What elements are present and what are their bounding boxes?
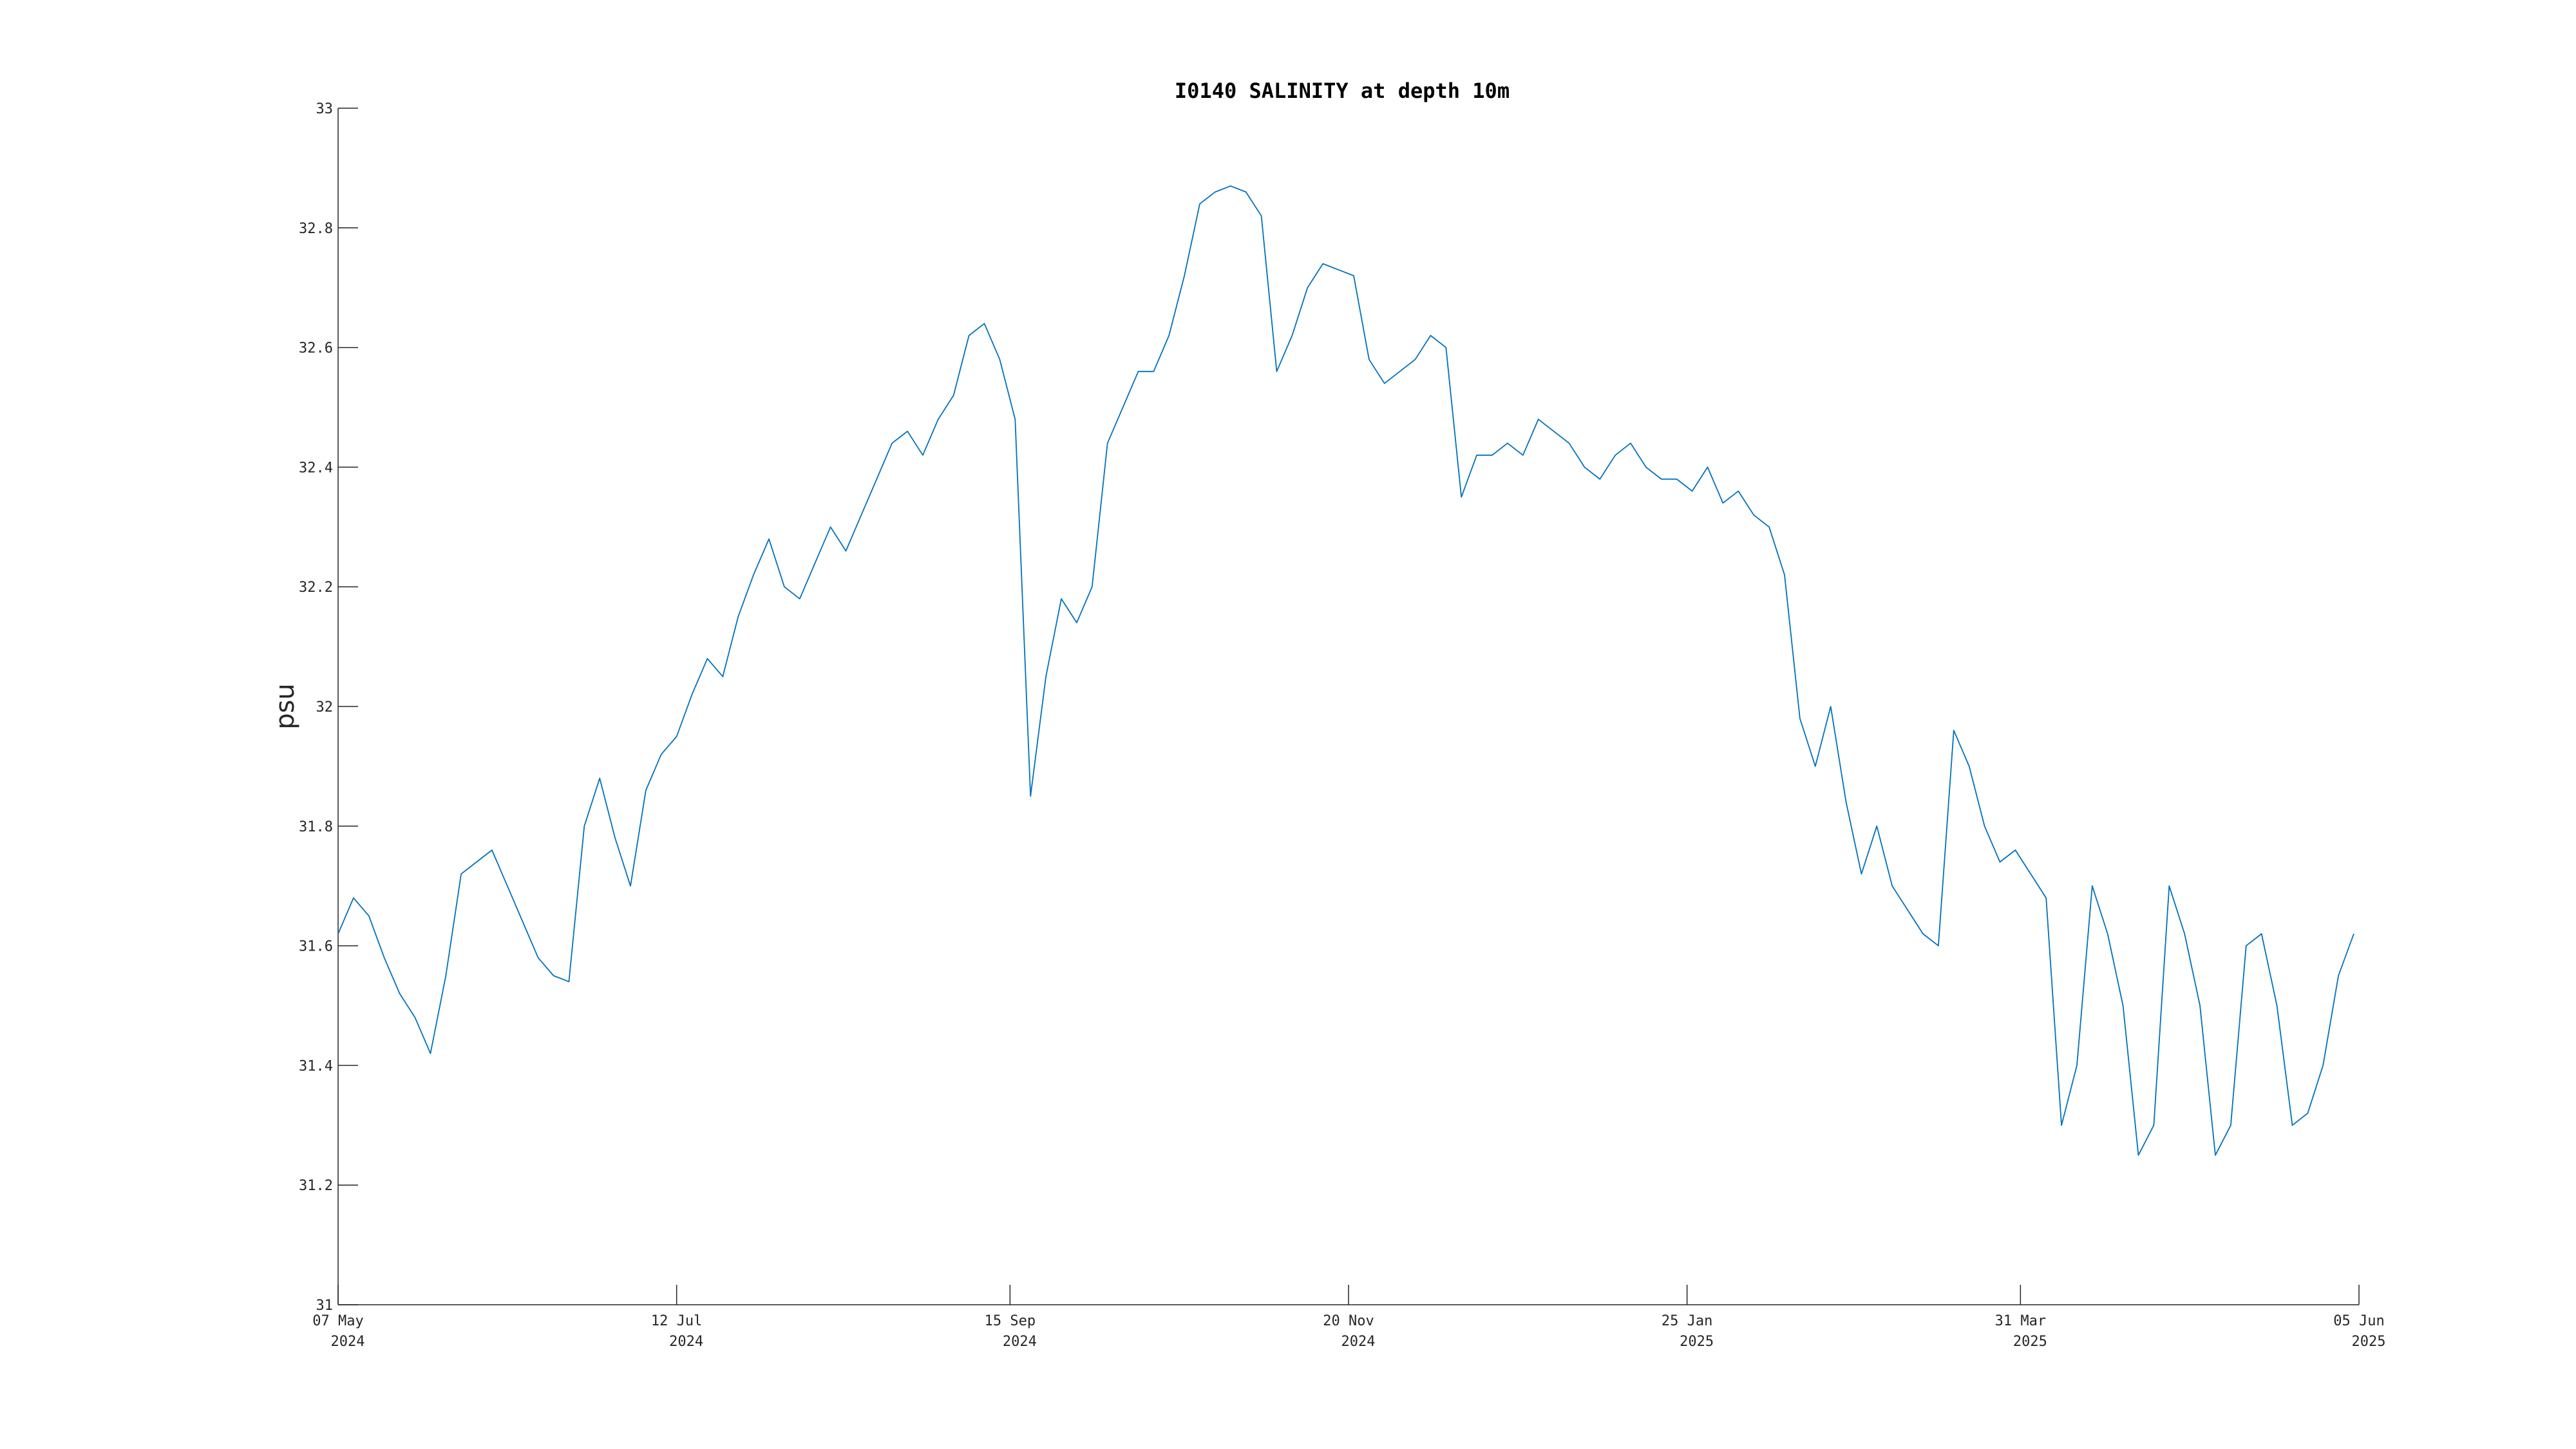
y-axis-label: psu [270,683,300,730]
x-tick-label: 07 May [312,1313,363,1329]
x-tick-label: 31 Mar [1995,1313,2046,1329]
x-tick-label: 15 Sep [985,1313,1036,1329]
x-tick-year-label: 2024 [669,1334,703,1350]
x-tick-year-label: 2025 [1680,1334,1714,1350]
x-tick-year-label: 2025 [2013,1334,2047,1350]
y-ticks: 31 31.2 31.4 31.6 31.8 32 32.2 32.4 32.6 32.8 33 [299,101,358,1314]
x-tick-label: 05 Jun [2333,1313,2384,1329]
y-tick-label: 31.8 [299,819,333,835]
y-tick-label: 31 [316,1298,334,1314]
x-tick-label: 25 Jan [1662,1313,1712,1329]
x-tick-year-label: 2024 [1341,1334,1376,1350]
y-tick-label: 32.6 [299,341,333,357]
x-tick-year-label: 2025 [2352,1334,2386,1350]
y-tick-label: 31.2 [299,1178,333,1194]
y-tick-label: 31.6 [299,939,333,955]
y-tick-label: 33 [316,101,334,117]
y-tick-label: 32.2 [299,580,333,596]
series-group [337,185,2354,1156]
y-tick-label: 31.4 [299,1058,333,1074]
axes [337,108,2359,1305]
x-ticks: 07 May 2024 12 Jul 2024 15 Sep 2024 20 Nov 2024… [312,1285,2385,1350]
y-tick-label: 32.8 [299,221,333,237]
chart-title: I0140 SALINITY at depth 10m [1175,79,1510,103]
x-tick-label: 12 Jul [651,1313,702,1329]
y-tick-label: 32 [316,699,334,715]
x-tick-year-label: 2024 [331,1334,365,1350]
salinity-series-line [337,185,2354,1156]
x-tick-year-label: 2024 [1003,1334,1037,1350]
y-tick-label: 32.4 [299,460,333,476]
x-tick-label: 20 Nov [1323,1313,1374,1329]
